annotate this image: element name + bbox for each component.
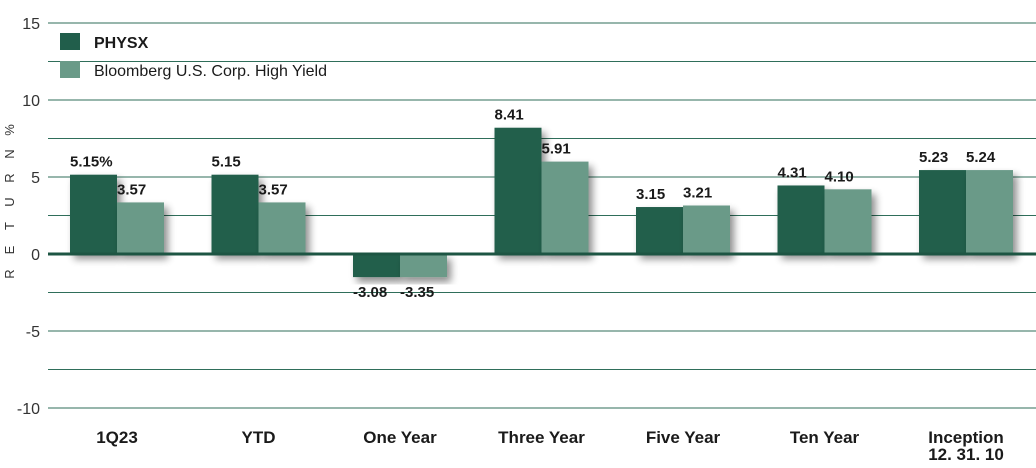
bar-bloomberg [258, 202, 306, 254]
bar-bloomberg [117, 202, 164, 254]
bar-bloomberg [683, 205, 730, 254]
bar-bloomberg [824, 189, 872, 254]
data-label: 3.57 [259, 181, 288, 198]
data-label: -3.08 [353, 284, 387, 301]
legend: PHYSX Bloomberg U.S. Corp. High Yield [60, 33, 327, 80]
bar-physx [211, 174, 259, 254]
data-label: 3.57 [117, 181, 146, 198]
bar-bloomberg [400, 254, 447, 278]
y-axis-title-letter: R [2, 173, 17, 182]
data-label: 5.15 [212, 154, 241, 171]
x-axis-categories: 1Q23 YTD One Year Three Year Five Year Ten Ye… [96, 428, 1004, 464]
bar-physx [777, 185, 825, 254]
bar-physx [636, 207, 683, 254]
legend-label-physx: PHYSX [94, 35, 149, 52]
x-category-label: Ten Year [790, 428, 860, 447]
data-label: 3.21 [683, 184, 712, 201]
legend-swatch-bloomberg [60, 61, 80, 78]
data-label: 5.24 [966, 149, 996, 166]
data-label: 3.15 [636, 186, 665, 203]
bar-physx [919, 170, 966, 254]
x-category-label: YTD [242, 428, 276, 447]
x-category-label: One Year [363, 428, 437, 447]
data-label: 5.91 [542, 141, 571, 158]
y-axis-title: % N R U T E R [2, 124, 17, 279]
y-axis-ticks: 15 10 5 0 -5 -10 [17, 16, 40, 418]
data-labels: 5.15%3.575.153.57-3.08 -3.358.415.913.15 3… [70, 107, 996, 301]
y-tick-label: -5 [26, 324, 40, 341]
bar-physx [353, 254, 400, 278]
y-tick-label: -10 [17, 401, 40, 418]
y-tick-label: 5 [31, 170, 40, 187]
bar-bloomberg [966, 170, 1013, 254]
legend-swatch-physx [60, 33, 80, 50]
y-tick-label: 0 [31, 247, 40, 264]
x-category-label: Five Year [646, 428, 721, 447]
x-category-label: Inception [928, 428, 1004, 447]
data-label: 5.15% [70, 154, 113, 171]
data-label: 5.23 [919, 149, 948, 166]
bar-bloomberg [541, 161, 589, 254]
y-axis-title-letter: N [2, 149, 17, 158]
data-label: 4.10 [825, 168, 854, 185]
y-axis-title-letter: R [2, 269, 17, 278]
y-axis-title-letter: % [2, 124, 17, 136]
data-label: -3.35 [400, 284, 434, 301]
legend-label-bloomberg: Bloomberg U.S. Corp. High Yield [94, 63, 327, 80]
y-axis-title-letter: U [2, 197, 17, 206]
y-tick-label: 10 [22, 93, 40, 110]
data-label: 8.41 [495, 107, 524, 124]
x-category-label: Three Year [498, 428, 585, 447]
y-tick-label: 15 [22, 16, 40, 33]
y-axis-title-letter: T [2, 222, 17, 230]
data-label: 4.31 [778, 164, 807, 181]
bars [70, 127, 1013, 278]
bar-physx [70, 174, 117, 254]
x-category-label: 1Q23 [96, 428, 138, 447]
bar-physx [494, 127, 542, 254]
y-axis-title-letter: E [2, 245, 17, 254]
x-category-label: 12. 31. 10 [928, 445, 1004, 464]
